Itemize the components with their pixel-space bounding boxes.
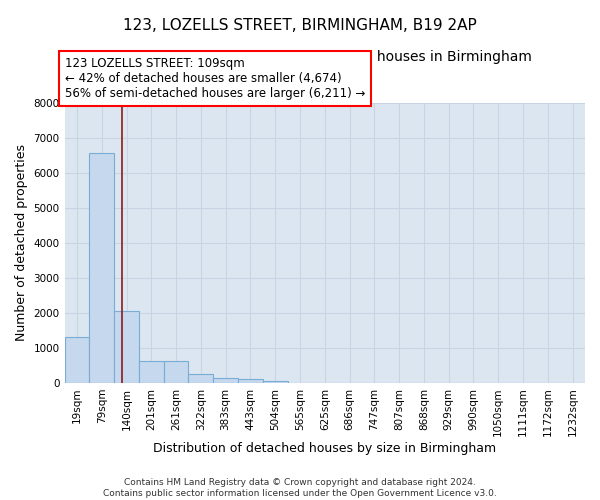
Bar [114, 311, 139, 383]
Bar [213, 378, 238, 383]
Text: Contains HM Land Registry data © Crown copyright and database right 2024.
Contai: Contains HM Land Registry data © Crown c… [103, 478, 497, 498]
Text: 123 LOZELLS STREET: 109sqm
← 42% of detached houses are smaller (4,674)
56% of s: 123 LOZELLS STREET: 109sqm ← 42% of deta… [65, 57, 365, 100]
Y-axis label: Number of detached properties: Number of detached properties [15, 144, 28, 341]
X-axis label: Distribution of detached houses by size in Birmingham: Distribution of detached houses by size … [153, 442, 496, 455]
Bar [139, 361, 164, 383]
Bar [263, 380, 287, 383]
Bar [238, 380, 263, 383]
Bar [89, 154, 114, 383]
Bar [164, 361, 188, 383]
Bar [188, 374, 213, 383]
Text: 123, LOZELLS STREET, BIRMINGHAM, B19 2AP: 123, LOZELLS STREET, BIRMINGHAM, B19 2AP [123, 18, 477, 32]
Bar [65, 338, 89, 383]
Title: Size of property relative to detached houses in Birmingham: Size of property relative to detached ho… [118, 50, 532, 64]
